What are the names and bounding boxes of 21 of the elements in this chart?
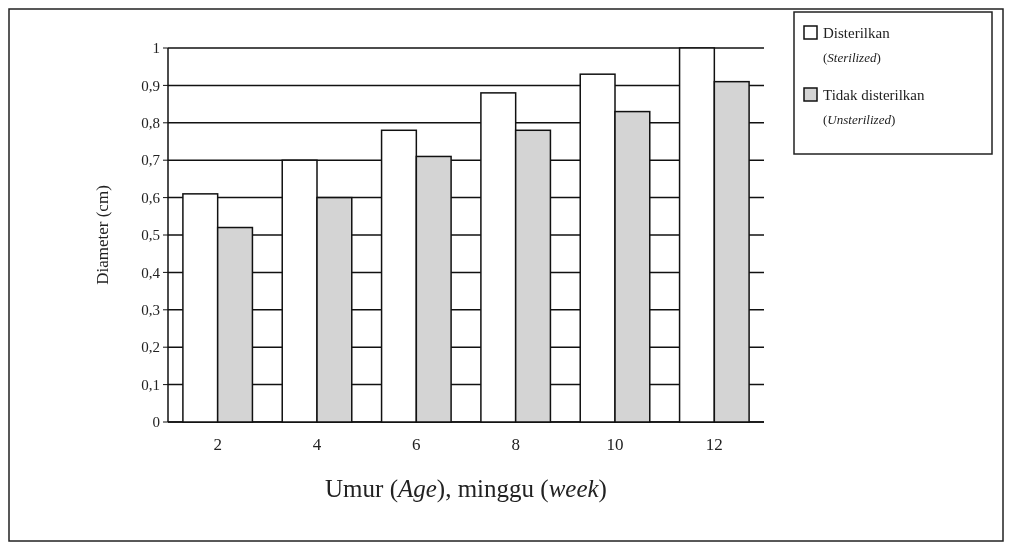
y-tick-label: 0,7 bbox=[141, 152, 161, 169]
legend-label: Disterilkan (Sterilized) bbox=[823, 25, 891, 65]
y-tick-label: 0 bbox=[152, 414, 160, 431]
y-tick-label: 0,3 bbox=[141, 302, 160, 319]
x-tick-label: 8 bbox=[511, 435, 520, 454]
x-tick-label: 12 bbox=[705, 435, 723, 454]
y-tick-label: 1 bbox=[152, 40, 160, 57]
y-axis-title: Diameter (cm) bbox=[93, 185, 112, 285]
y-tick-label: 0,2 bbox=[141, 339, 160, 356]
y-tick-label: 0,1 bbox=[141, 376, 160, 393]
x-tick-label: 4 bbox=[312, 435, 322, 454]
x-axis-title: Umur (Age), minggu (week) bbox=[325, 475, 607, 503]
legend-label: Tidak disterilkan (Unsterilized) bbox=[823, 87, 926, 127]
x-tick-label: 10 bbox=[606, 435, 624, 454]
x-tick-label: 6 bbox=[412, 435, 421, 454]
y-tick-label: 0,6 bbox=[141, 189, 161, 206]
y-tick-label: 0,8 bbox=[141, 115, 160, 132]
y-tick-label: 0,5 bbox=[141, 227, 160, 244]
x-tick-label: 2 bbox=[213, 435, 222, 454]
y-tick-label: 0,4 bbox=[141, 264, 161, 281]
y-tick-label: 0,9 bbox=[141, 77, 160, 94]
